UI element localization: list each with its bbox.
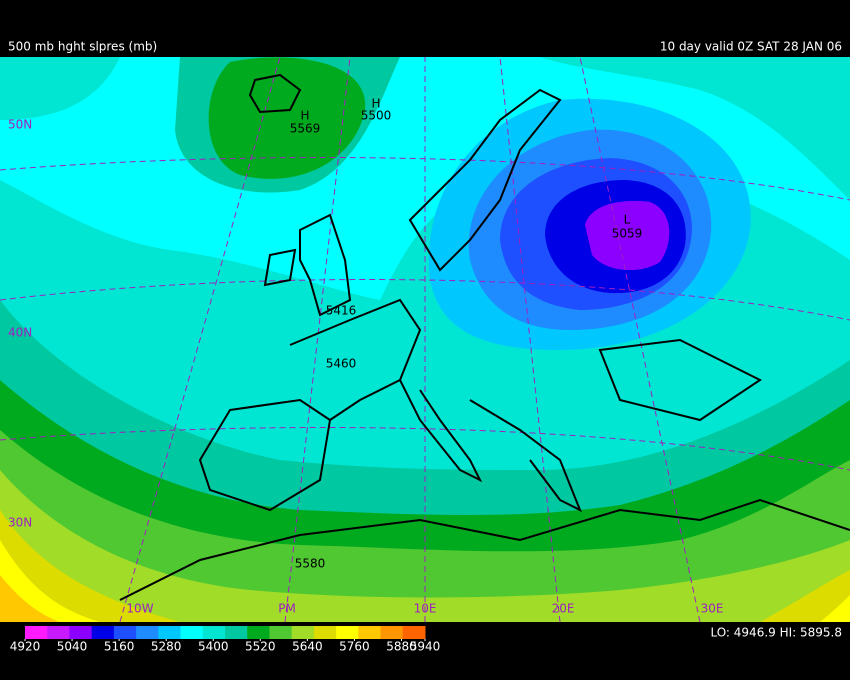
longitude-label: 10W: [126, 602, 153, 616]
colorbar-swatch: [158, 626, 182, 639]
colorbar-swatch: [202, 626, 226, 639]
colorbar-swatch: [47, 626, 70, 639]
field: [0, 575, 60, 622]
colorbar-swatch: [291, 626, 315, 639]
colorbar-swatch: [136, 626, 159, 639]
colorbar-swatch: [380, 626, 404, 639]
pressure-center: H: [300, 109, 309, 123]
longitude-label: 20E: [552, 602, 575, 616]
field: [0, 57, 850, 200]
latitude-label: 50N: [8, 118, 32, 132]
colorbar-label: 5940: [410, 640, 441, 654]
colorbar-swatch: [313, 626, 337, 639]
colorbar-label: 5280: [151, 640, 182, 654]
colorbar-swatch: [225, 626, 248, 639]
contour-label: 5059: [612, 227, 643, 241]
colorbar-label: 5760: [339, 640, 370, 654]
colorbar-label: 5160: [104, 640, 135, 654]
footer-stats: LO: 4946.9 HI: 5895.8: [710, 626, 842, 640]
colorbar-swatch: [402, 626, 426, 639]
header-valid: 10 day valid 0Z SAT 28 JAN 06: [660, 40, 842, 54]
header-title: 500 mb hght slpres (mb): [8, 40, 157, 54]
coastline: [119, 73, 850, 601]
graticule: [0, 57, 850, 622]
contour-label: 5569: [290, 122, 321, 136]
colorbar-label: 5520: [245, 640, 276, 654]
pressure-center: L: [624, 213, 631, 227]
colorbar-label: 4920: [10, 640, 41, 654]
colorbar-swatch: [247, 626, 270, 639]
colorbar-swatch: [113, 626, 137, 639]
contour-label: 5500: [361, 109, 392, 123]
map: [0, 57, 850, 622]
contour-label: 5460: [326, 357, 357, 371]
field: [0, 510, 850, 622]
colorbar-swatch: [358, 626, 382, 639]
colorbar-swatch: [25, 626, 48, 639]
colorbar-label: 5400: [198, 640, 229, 654]
colorbar-swatch: [91, 626, 115, 639]
field: [585, 200, 670, 271]
colorbar-swatch: [269, 626, 293, 639]
colorbar-swatch: [336, 626, 359, 639]
latitude-label: 40N: [8, 326, 32, 340]
field: [0, 430, 850, 622]
contour-label: 5580: [295, 557, 326, 571]
colorbar-label: 5640: [292, 640, 323, 654]
longitude-label: 30E: [701, 602, 724, 616]
longitude-label: PM: [278, 602, 296, 616]
field: [208, 57, 366, 179]
colorbar-label: 5880: [386, 640, 417, 654]
colorbar-label: 5040: [57, 640, 88, 654]
colorbar-swatch: [69, 626, 93, 639]
colorbar-swatch: [180, 626, 204, 639]
pressure-center: H: [371, 97, 380, 111]
longitude-label: 10E: [414, 602, 437, 616]
contour-label: 5416: [326, 304, 357, 318]
latitude-label: 30N: [8, 516, 32, 530]
